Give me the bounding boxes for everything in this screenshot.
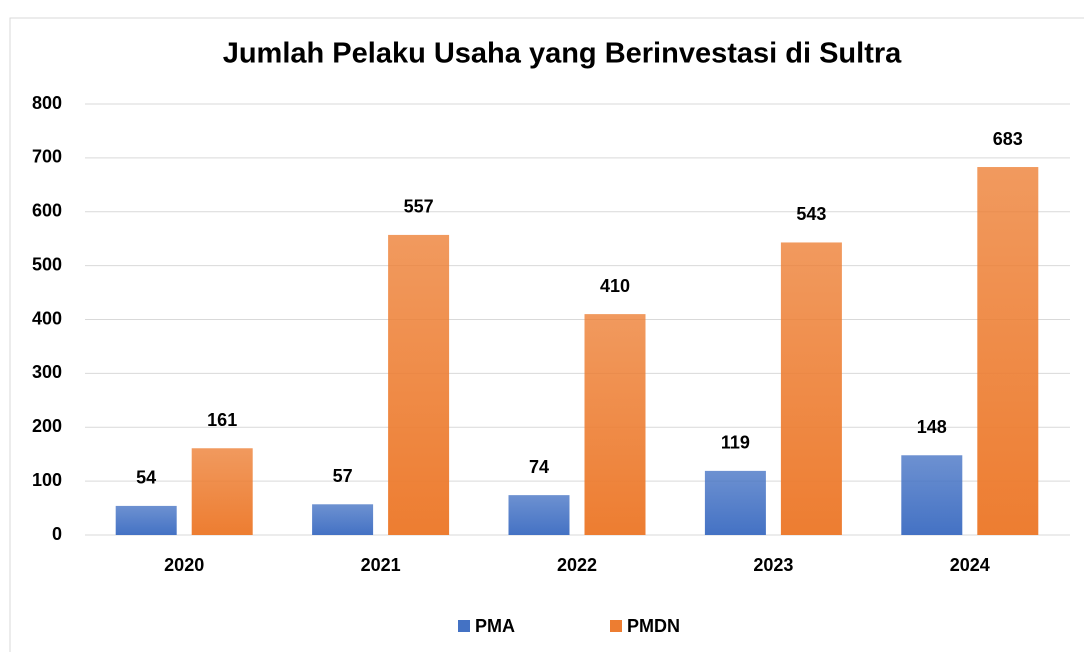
bar <box>388 234 450 535</box>
x-tick-label: 2024 <box>950 555 990 575</box>
y-tick-label: 500 <box>32 254 62 274</box>
bar <box>584 314 646 535</box>
data-label: 74 <box>529 457 549 477</box>
y-tick-label: 400 <box>32 308 62 328</box>
bar <box>508 495 570 535</box>
legend-swatch <box>458 620 470 632</box>
data-label: 161 <box>207 410 237 430</box>
y-tick-label: 800 <box>32 93 62 113</box>
chart-title: Jumlah Pelaku Usaha yang Berinvestasi di… <box>223 38 902 70</box>
y-tick-label: 700 <box>32 147 62 167</box>
bar <box>312 504 374 535</box>
bar <box>704 470 766 535</box>
bar <box>780 242 842 536</box>
data-label: 119 <box>721 433 750 453</box>
legend-label: PMDN <box>627 616 680 636</box>
data-label: 557 <box>404 197 434 217</box>
bar <box>191 448 253 535</box>
bar <box>115 505 177 535</box>
y-tick-label: 100 <box>32 470 62 490</box>
y-tick-label: 200 <box>32 416 62 436</box>
chart-frame <box>9 17 1084 652</box>
x-tick-label: 2022 <box>557 555 597 575</box>
y-tick-label: 600 <box>32 201 62 221</box>
data-label: 54 <box>136 468 156 488</box>
data-label: 57 <box>333 466 353 486</box>
x-tick-label: 2020 <box>164 555 204 575</box>
x-tick-label: 2023 <box>753 555 793 575</box>
legend-label: PMA <box>475 616 515 636</box>
y-tick-label: 300 <box>32 362 62 382</box>
y-tick-label: 0 <box>52 524 62 544</box>
legend-swatch <box>610 620 622 632</box>
bar <box>901 455 963 535</box>
bar <box>977 167 1039 535</box>
x-tick-label: 2021 <box>361 555 401 575</box>
data-label: 410 <box>600 276 630 296</box>
data-label: 543 <box>796 204 826 224</box>
data-label: 683 <box>993 129 1023 149</box>
data-label: 148 <box>917 417 947 437</box>
